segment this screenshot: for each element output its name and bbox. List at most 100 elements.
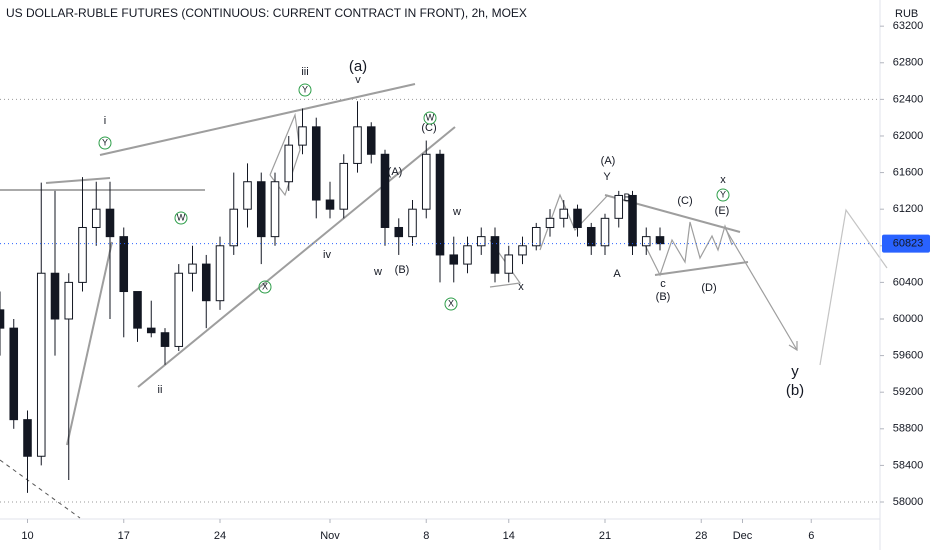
candle-body	[243, 181, 252, 210]
wave-label: w	[452, 206, 461, 218]
wave-label: (C)	[421, 122, 436, 134]
candle-body	[339, 162, 349, 210]
x-tick-label: 21	[599, 530, 611, 542]
x-tick-label: Dec	[733, 530, 753, 542]
y-tick-label: 63200	[893, 20, 924, 32]
trend-line	[66, 241, 113, 446]
wave-label: x	[518, 281, 524, 293]
wave-circle	[258, 280, 272, 294]
candle-body	[408, 208, 417, 238]
trend-line	[99, 83, 416, 156]
wave-label: B	[623, 192, 630, 204]
y-tick-label: 61600	[893, 166, 924, 178]
candle-body	[215, 245, 225, 302]
candle-body	[490, 236, 500, 274]
candle-body	[188, 263, 197, 274]
y-tick-label: 62400	[893, 93, 924, 105]
wave-circle	[174, 211, 188, 225]
candle-body	[64, 281, 74, 320]
wave-label: Y	[603, 171, 611, 183]
x-tick-label: 17	[118, 530, 130, 542]
wave-circle	[423, 111, 437, 125]
y-tick-label: 60400	[893, 276, 924, 288]
wave-label: A	[613, 268, 621, 280]
dashed-line	[0, 459, 81, 519]
candle-body	[9, 327, 19, 421]
wave-label: W	[426, 112, 435, 122]
x-tick-label: 28	[695, 530, 707, 542]
candle-body	[325, 199, 335, 210]
y-tick-label: 58800	[893, 423, 924, 435]
wave-label: Y	[302, 84, 308, 94]
candle-body	[586, 226, 596, 247]
y-tick-label: 59200	[893, 386, 924, 398]
y-tick-label: 60000	[893, 313, 924, 325]
wave-label: x	[720, 174, 726, 186]
candle-body	[573, 208, 582, 228]
candle-body	[298, 126, 307, 146]
candle-body	[380, 153, 390, 228]
candle-body	[78, 226, 87, 283]
candle-body	[174, 272, 184, 347]
candle-body	[600, 217, 610, 247]
drawings	[0, 83, 888, 519]
candle-body	[531, 226, 541, 247]
candle-body	[435, 153, 445, 256]
y-tick-label: 62000	[893, 130, 924, 142]
x-tick-label: 8	[423, 530, 429, 542]
wave-label: w	[373, 266, 382, 278]
candle-body	[311, 126, 321, 201]
candle-body	[105, 208, 115, 238]
x-tick-label: 6	[808, 530, 814, 542]
wave-label: v	[355, 74, 361, 86]
wave-circle	[716, 188, 730, 202]
candle-body	[270, 181, 280, 238]
wave-label: X	[262, 281, 268, 291]
y-tick-label: 59600	[893, 350, 924, 362]
triangle-bottom	[654, 261, 749, 276]
wedge	[269, 112, 301, 197]
y-tick-label: 61200	[893, 203, 924, 215]
wave-label: (a)	[349, 58, 367, 75]
candle-body	[504, 254, 514, 274]
candle-body	[449, 254, 459, 265]
candle-body	[476, 236, 486, 247]
candle-body	[36, 272, 46, 457]
wave-label: (B)	[395, 264, 410, 276]
y-tick-label: 62800	[893, 57, 924, 69]
candle-body	[559, 208, 569, 219]
candle-body	[133, 291, 142, 329]
candle-body	[119, 236, 129, 293]
candle-body	[518, 245, 527, 256]
wave-label: ii	[158, 384, 163, 396]
wave-label: X	[448, 298, 454, 308]
candle-body	[201, 263, 211, 302]
triangle-top	[604, 194, 741, 233]
wave-label: y	[791, 363, 799, 380]
trend-line	[45, 177, 111, 184]
projection	[819, 208, 888, 366]
wave-label: (A)	[388, 166, 403, 178]
triangle	[489, 239, 522, 288]
wave-label: (C)	[677, 195, 692, 207]
wave-label: (B)	[656, 291, 671, 303]
candle-body	[641, 236, 651, 247]
wave-label: (b)	[786, 382, 804, 399]
wave-label: (D)	[701, 282, 716, 294]
x-tick-label: 14	[503, 530, 515, 542]
candle-body	[614, 194, 624, 219]
chart-title: US DOLLAR-RUBLE FUTURES (CONTINUOUS: CUR…	[6, 6, 527, 20]
candle-body	[256, 181, 266, 238]
last-price-label: 60823	[893, 238, 924, 250]
candle-body	[655, 236, 665, 245]
candle-body	[160, 332, 170, 347]
wave-label: i	[104, 115, 106, 127]
wave-label: (A)	[601, 155, 616, 167]
currency: RUB	[895, 8, 918, 20]
x-tick-label: 10	[21, 530, 33, 542]
wave-label: iii	[301, 66, 308, 78]
candle-body	[284, 144, 294, 183]
candle-body	[353, 126, 362, 164]
arrow-head	[788, 341, 798, 352]
